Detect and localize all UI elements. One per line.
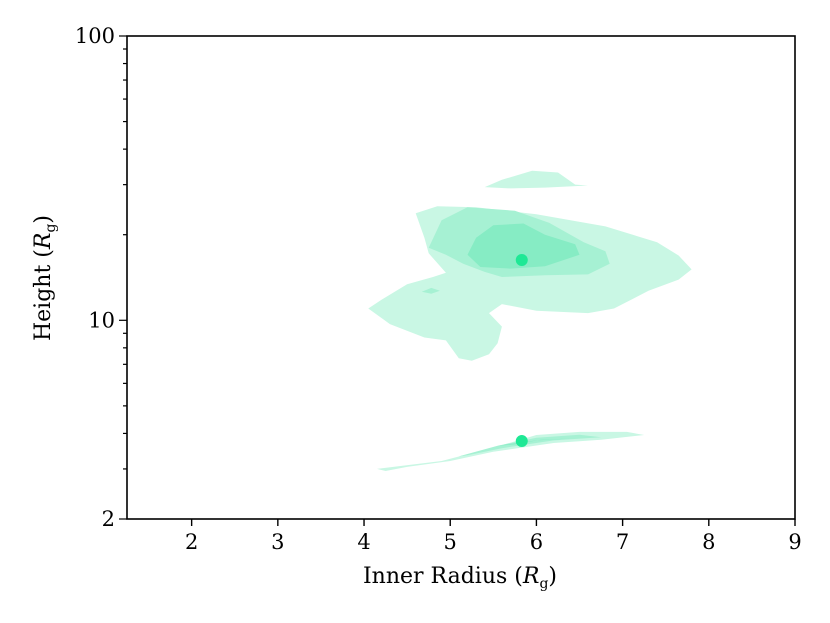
y-axis: 2 10 100 bbox=[75, 24, 127, 531]
peak-marker-1 bbox=[515, 253, 528, 266]
x-tick-label: 9 bbox=[788, 530, 801, 554]
y-tick-label: 100 bbox=[75, 24, 115, 48]
y-tick-label: 2 bbox=[102, 507, 115, 531]
x-tick-label: 5 bbox=[444, 530, 457, 554]
upper-mode-level-1-region-2 bbox=[484, 170, 589, 189]
x-tick-label: 3 bbox=[271, 530, 284, 554]
lower-mode-level-3-region-1 bbox=[497, 438, 571, 446]
upper-mode-contours bbox=[368, 170, 692, 361]
plot-frame bbox=[126, 35, 796, 520]
x-tick-label: 7 bbox=[616, 530, 629, 554]
contour-layer bbox=[368, 170, 692, 471]
x-tick-label: 8 bbox=[702, 530, 715, 554]
peak-marker-2 bbox=[515, 435, 528, 448]
y-axis-label: Height (Rg) bbox=[31, 215, 59, 341]
x-tick-label: 4 bbox=[357, 530, 370, 554]
x-tick-label: 2 bbox=[185, 530, 198, 554]
x-axis-label: Inner Radius (Rg) bbox=[363, 564, 557, 592]
y-tick-label: 10 bbox=[88, 308, 115, 332]
lower-mode-level-2-region-1 bbox=[458, 434, 602, 457]
lower-mode-level-1-region-1 bbox=[377, 431, 645, 471]
lower-mode-contours bbox=[377, 431, 645, 471]
upper-mode-level-3-region-1 bbox=[467, 223, 580, 269]
upper-mode-level-2-region-2 bbox=[421, 287, 440, 294]
marker-layer bbox=[515, 253, 528, 448]
x-axis: 2 3 4 5 6 7 8 9 bbox=[185, 519, 802, 554]
x-tick-label: 6 bbox=[530, 530, 543, 554]
